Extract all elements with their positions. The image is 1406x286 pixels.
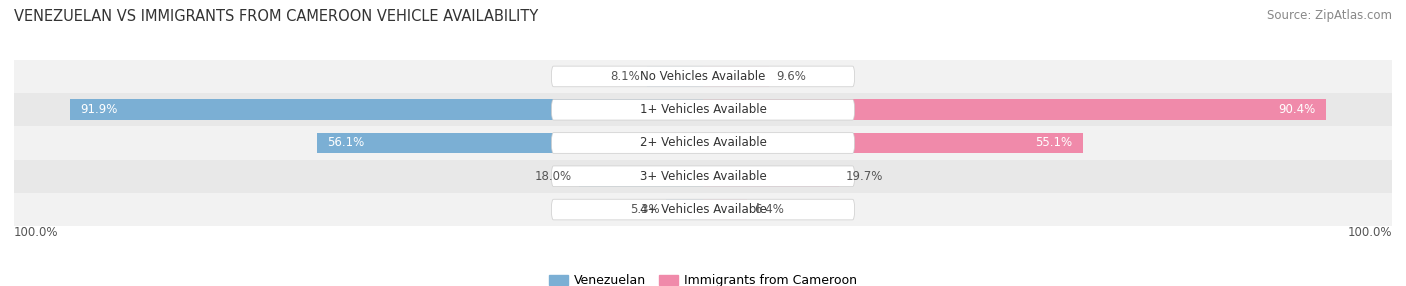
Bar [14, 126, 1392, 160]
Bar [647, 66, 703, 87]
Text: 56.1%: 56.1% [326, 136, 364, 150]
FancyBboxPatch shape [551, 199, 855, 220]
Text: VENEZUELAN VS IMMIGRANTS FROM CAMEROON VEHICLE AVAILABILITY: VENEZUELAN VS IMMIGRANTS FROM CAMEROON V… [14, 9, 538, 23]
Text: 9.6%: 9.6% [776, 70, 806, 83]
FancyBboxPatch shape [551, 66, 855, 87]
Bar [703, 133, 1083, 153]
Text: 19.7%: 19.7% [845, 170, 883, 183]
Bar [14, 160, 1392, 193]
Text: 8.1%: 8.1% [610, 70, 640, 83]
Text: 2+ Vehicles Available: 2+ Vehicles Available [640, 136, 766, 150]
Text: 55.1%: 55.1% [1035, 136, 1073, 150]
Bar [666, 199, 703, 220]
Text: No Vehicles Available: No Vehicles Available [640, 70, 766, 83]
FancyBboxPatch shape [551, 133, 855, 153]
Text: 100.0%: 100.0% [14, 226, 59, 239]
Bar [579, 166, 703, 186]
Bar [14, 60, 1392, 93]
Bar [14, 193, 1392, 226]
Text: 91.9%: 91.9% [80, 103, 118, 116]
Text: 6.4%: 6.4% [754, 203, 785, 216]
Text: Source: ZipAtlas.com: Source: ZipAtlas.com [1267, 9, 1392, 21]
Text: 100.0%: 100.0% [1347, 226, 1392, 239]
Legend: Venezuelan, Immigrants from Cameroon: Venezuelan, Immigrants from Cameroon [544, 269, 862, 286]
Text: 4+ Vehicles Available: 4+ Vehicles Available [640, 203, 766, 216]
Text: 5.3%: 5.3% [630, 203, 659, 216]
FancyBboxPatch shape [551, 100, 855, 120]
Text: 18.0%: 18.0% [534, 170, 572, 183]
Bar [14, 93, 1392, 126]
Text: 3+ Vehicles Available: 3+ Vehicles Available [640, 170, 766, 183]
Text: 1+ Vehicles Available: 1+ Vehicles Available [640, 103, 766, 116]
Bar [316, 133, 703, 153]
Bar [703, 199, 747, 220]
Text: 90.4%: 90.4% [1278, 103, 1316, 116]
FancyBboxPatch shape [551, 166, 855, 186]
Bar [703, 100, 1326, 120]
Bar [703, 166, 839, 186]
Bar [703, 66, 769, 87]
Bar [70, 100, 703, 120]
